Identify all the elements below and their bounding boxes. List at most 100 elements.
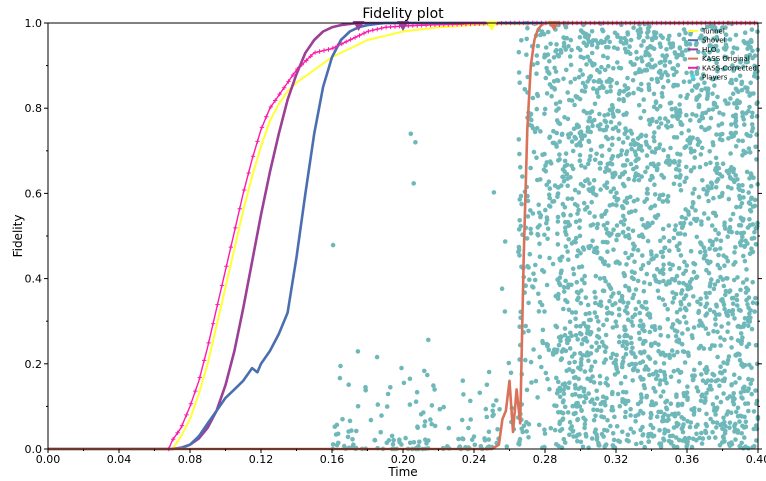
player-point [648, 422, 653, 428]
player-point [641, 222, 646, 228]
player-point [658, 368, 663, 374]
kass-corrected-marker [202, 358, 207, 363]
player-point [565, 219, 571, 225]
player-point [718, 364, 723, 370]
player-point [547, 195, 552, 201]
kass-corrected-marker [273, 98, 278, 103]
player-point [599, 64, 604, 70]
player-point [754, 114, 760, 119]
player-point [482, 436, 487, 441]
player-point [684, 263, 690, 268]
player-point [697, 407, 702, 413]
player-point [550, 352, 556, 357]
player-point [647, 356, 653, 362]
player-point [676, 163, 681, 168]
player-point [617, 174, 623, 180]
player-point [629, 209, 634, 214]
player-point [606, 45, 611, 50]
player-point [579, 288, 584, 293]
player-point [542, 444, 547, 450]
player-point [738, 242, 744, 248]
player-point [413, 140, 418, 145]
player-point [726, 171, 731, 176]
legend-swatch [691, 75, 695, 79]
player-point [516, 49, 522, 55]
player-point [647, 372, 652, 378]
player-point [635, 28, 641, 33]
player-point [559, 426, 565, 432]
player-point [716, 252, 721, 258]
player-point [542, 111, 547, 117]
player-point [721, 391, 726, 396]
player-point [656, 69, 662, 75]
player-point [378, 429, 384, 435]
player-point [568, 79, 573, 85]
player-point [579, 136, 585, 142]
player-point [529, 123, 534, 129]
player-point [568, 62, 574, 68]
player-point [657, 382, 663, 387]
player-point [629, 340, 634, 346]
player-point [731, 68, 736, 73]
player-point [673, 106, 678, 111]
player-point [520, 174, 525, 179]
player-point [671, 82, 677, 88]
player-point [558, 357, 564, 363]
player-point [651, 91, 657, 97]
player-point [739, 200, 745, 206]
player-point [711, 329, 716, 334]
kass-corrected-marker [348, 37, 353, 42]
player-point [638, 392, 644, 397]
player-point [629, 275, 635, 280]
player-point [600, 239, 606, 245]
player-point [743, 444, 748, 450]
player-point [684, 112, 689, 118]
player-point [565, 249, 570, 254]
player-point [690, 135, 696, 140]
player-point [592, 310, 598, 315]
player-point [641, 108, 647, 114]
player-point [645, 165, 650, 170]
player-point [725, 234, 730, 239]
player-point [672, 277, 678, 282]
player-point [739, 87, 745, 93]
player-point [752, 309, 757, 314]
player-point [559, 183, 564, 188]
player-point [554, 42, 559, 47]
player-point [545, 236, 550, 242]
player-point [570, 148, 576, 154]
player-point [632, 142, 637, 148]
player-point [577, 432, 582, 437]
player-point [601, 343, 607, 348]
player-point [589, 50, 595, 56]
player-point [547, 82, 553, 87]
player-point [647, 281, 653, 287]
player-point [604, 226, 609, 232]
player-point [593, 413, 598, 419]
player-point [537, 299, 543, 305]
player-point [540, 152, 545, 157]
legend-entry: Shovel [702, 37, 726, 45]
kass-corrected-marker [335, 43, 340, 49]
player-point [597, 111, 602, 117]
player-point [728, 176, 733, 181]
player-point [664, 380, 669, 386]
player-point [614, 203, 619, 208]
player-point [616, 306, 622, 312]
player-point [651, 134, 656, 140]
player-point [629, 319, 634, 325]
player-point [597, 443, 602, 448]
player-point [703, 428, 708, 434]
player-point [635, 197, 640, 202]
player-point [732, 250, 737, 255]
player-point [677, 437, 682, 443]
player-point [557, 152, 562, 157]
player-point [588, 351, 594, 356]
player-point [688, 31, 693, 37]
player-point [614, 323, 619, 329]
player-point [696, 308, 702, 314]
player-point [614, 223, 620, 228]
player-point [638, 133, 644, 139]
player-point [742, 316, 748, 321]
player-point [543, 75, 549, 81]
